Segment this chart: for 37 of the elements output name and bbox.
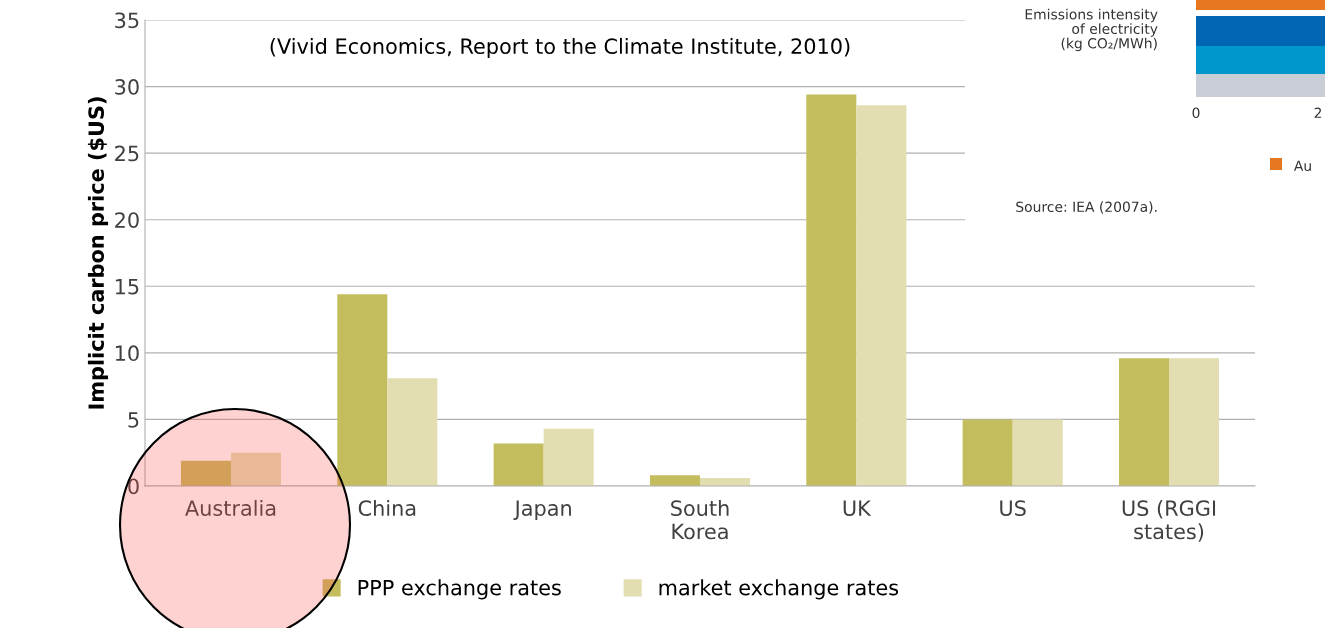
x-tick-label: US (1000, 500, 1026, 517)
bar (1169, 358, 1220, 486)
x-tick-label: South Korea (671, 499, 729, 540)
text: Au (1293, 160, 1311, 172)
annotation: Source: IEA (2007a). (1016, 201, 1157, 214)
annotation: 0 (1192, 107, 1200, 119)
bar (337, 294, 388, 486)
y-tick-label: 35 (115, 12, 139, 29)
annotation: (Vivid Economics, Report to the Climate Institute, 2010) (270, 37, 850, 59)
y-tick-label: 15 (115, 279, 139, 295)
bar (230, 452, 282, 486)
legend-label: market exchange rates (659, 579, 899, 600)
bar (962, 419, 1013, 486)
bar (543, 428, 594, 486)
x-tick-label: Japan (513, 500, 571, 521)
bar (493, 443, 544, 486)
y-tick-label: 25 (115, 145, 139, 162)
y-tick-label: 5 (128, 412, 139, 428)
y-tick-label: 20 (115, 212, 139, 228)
bar (1118, 358, 1170, 486)
bar (1012, 419, 1063, 486)
x-tick-label: Australia (185, 499, 276, 517)
y-axis-title: Implicit carbon price ($US) (87, 97, 109, 409)
text: 2 (1314, 107, 1322, 118)
bar (806, 94, 857, 486)
bar (649, 475, 700, 486)
annotation: Emissions intensity of electricity (kg CO₂/MWh) (1025, 8, 1158, 52)
x-tick-label: US (RGGI states) (1122, 499, 1216, 542)
bar (387, 378, 438, 486)
x-tick-label: China (358, 499, 416, 517)
y-tick-label: 30 (115, 79, 139, 95)
bar (180, 460, 231, 486)
y-tick-label: 10 (115, 345, 139, 362)
legend-label: PPP exchange rates (358, 579, 561, 600)
x-tick-label: UK (843, 500, 872, 517)
bar (856, 105, 907, 486)
y-tick-label: 0 (128, 478, 139, 495)
